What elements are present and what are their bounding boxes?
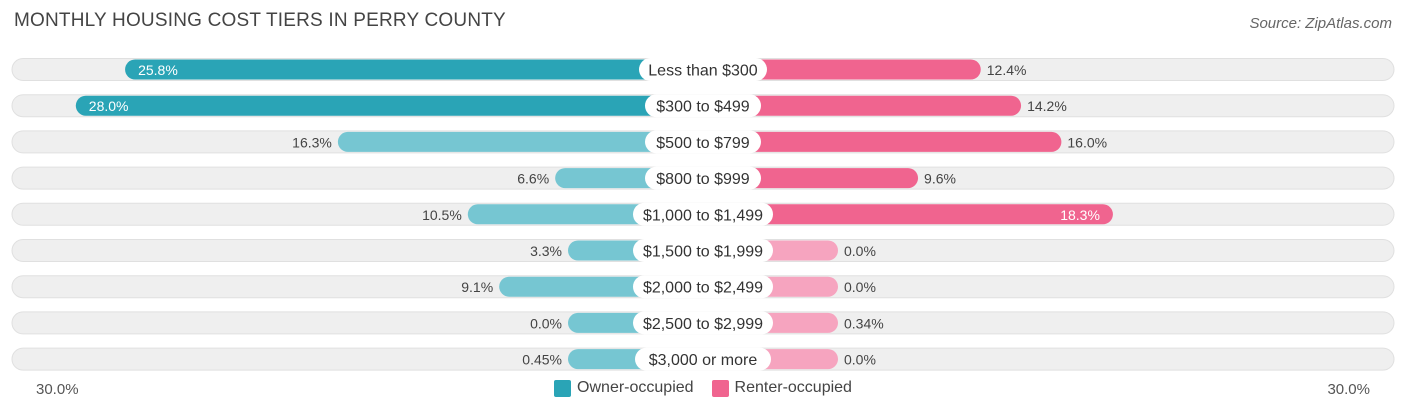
renter-swatch [711,379,729,397]
renter-value-label: 0.0% [844,352,876,368]
legend-owner-label: Owner-occupied [577,379,694,396]
owner-value-label: 0.45% [522,352,562,368]
category-label: $1,000 to $1,499 [643,207,763,224]
renter-value-label: 14.2% [1027,98,1067,114]
category-pill [639,58,767,81]
renter-value-label: 0.0% [844,279,876,295]
axis-right-label: 30.0% [1327,381,1370,398]
renter-value-label: 0.0% [844,243,876,259]
renter-value-label: 9.6% [924,171,956,187]
category-label: $500 to $799 [656,135,750,152]
owner-value-label: 25.8% [138,62,178,78]
owner-value-label: 16.3% [292,134,332,150]
renter-bar [703,131,1062,152]
category-pill [645,130,761,154]
category-pill [635,347,771,371]
legend-renter-label: Renter-occupied [734,379,852,396]
chart-title: MONTHLY HOUSING COST TIERS IN PERRY COUN… [14,10,506,31]
renter-value-label: 16.0% [1067,134,1107,150]
owner-value-label: 28.0% [89,98,129,114]
owner-bar [125,59,703,80]
category-label: $800 to $999 [656,171,750,188]
category-pill [633,239,773,262]
renter-value-label: 12.4% [987,62,1027,78]
category-pill [645,166,761,190]
category-pill [633,202,773,226]
renter-value-label: 18.3% [1060,207,1100,223]
axis-left-label: 30.0% [36,381,79,398]
owner-value-label: 0.0% [530,315,562,331]
owner-value-label: 6.6% [517,171,549,187]
legend-item-renter: Renter-occupied [711,379,852,397]
owner-value-label: 9.1% [461,279,493,295]
renter-bar [703,95,1022,116]
category-label: $300 to $499 [656,99,750,116]
renter-bar [703,204,1113,225]
owner-bar [337,131,703,152]
renter-value-label: 0.34% [844,315,884,331]
category-label: $3,000 or more [649,352,758,369]
owner-value-label: 10.5% [422,207,462,223]
category-pill [645,94,761,118]
chart-source: Source: ZipAtlas.com [1249,15,1392,32]
owner-swatch [554,379,572,397]
category-label: $1,500 to $1,999 [643,244,763,261]
renter-bar [703,59,981,80]
legend: Owner-occupied Renter-occupied [0,379,1406,397]
category-pill [633,311,773,335]
owner-bar [75,95,704,116]
category-pill [633,275,773,299]
category-label: $2,500 to $2,999 [643,316,763,333]
legend-item-owner: Owner-occupied [554,379,694,397]
category-label: Less than $300 [648,63,758,80]
category-label: $2,000 to $2,499 [643,280,763,297]
owner-value-label: 3.3% [530,243,562,259]
